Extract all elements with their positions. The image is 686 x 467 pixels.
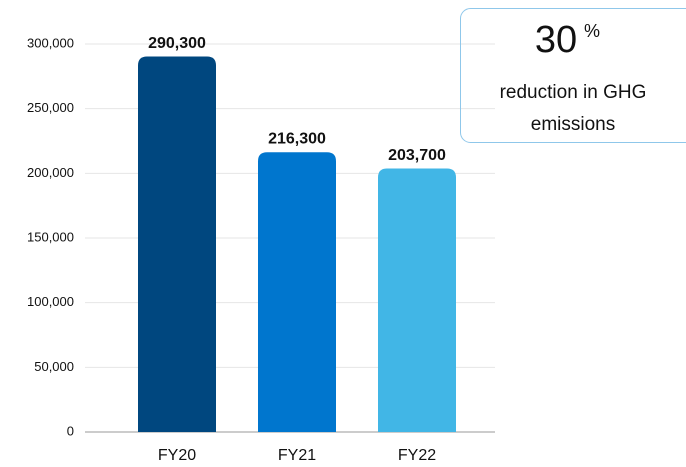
- y-tick-label: 200,000: [27, 165, 74, 180]
- y-tick-label: 0: [67, 423, 74, 438]
- value-label: 290,300: [148, 35, 206, 52]
- value-label: 203,700: [388, 147, 446, 164]
- y-tick-label: 150,000: [27, 229, 74, 244]
- callout-value: 30: [535, 19, 577, 61]
- bar: [258, 152, 336, 432]
- value-label: 216,300: [268, 130, 326, 147]
- callout-text: emissions: [531, 114, 615, 135]
- y-tick-label: 300,000: [27, 35, 74, 50]
- x-tick-label: FY22: [398, 447, 436, 464]
- callout-text: reduction in GHG: [500, 82, 647, 103]
- x-tick-label: FY20: [158, 447, 196, 464]
- y-tick-label: 50,000: [34, 359, 74, 374]
- bar: [378, 168, 456, 432]
- y-tick-label: 100,000: [27, 294, 74, 309]
- y-tick-label: 250,000: [27, 100, 74, 115]
- x-tick-label: FY21: [278, 447, 316, 464]
- callout-box: [460, 8, 686, 143]
- callout-unit: %: [584, 21, 600, 41]
- bar: [138, 56, 216, 432]
